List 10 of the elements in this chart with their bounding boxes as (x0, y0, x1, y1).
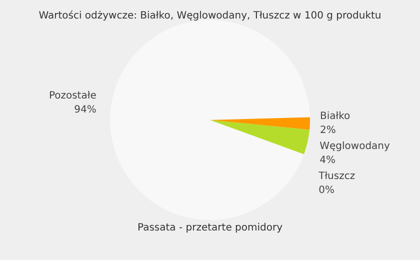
text: 0% (318, 185, 334, 196)
text: Passata - przetarte pomidory (137, 222, 283, 234)
data-label: 2% (320, 125, 336, 136)
chart-title: Wartości odżywcze: Białko, Węglowodany, Tłuszcz w 100 g produktu (38, 10, 382, 22)
data-label: 94% (74, 104, 96, 116)
slice-label: Węglowodany (320, 141, 390, 152)
slice-label: Pozostałe (48, 90, 96, 102)
category-label: Tłuszcz (318, 171, 356, 182)
data-label: 4% (320, 155, 336, 166)
slice-label: Białko (320, 111, 350, 122)
